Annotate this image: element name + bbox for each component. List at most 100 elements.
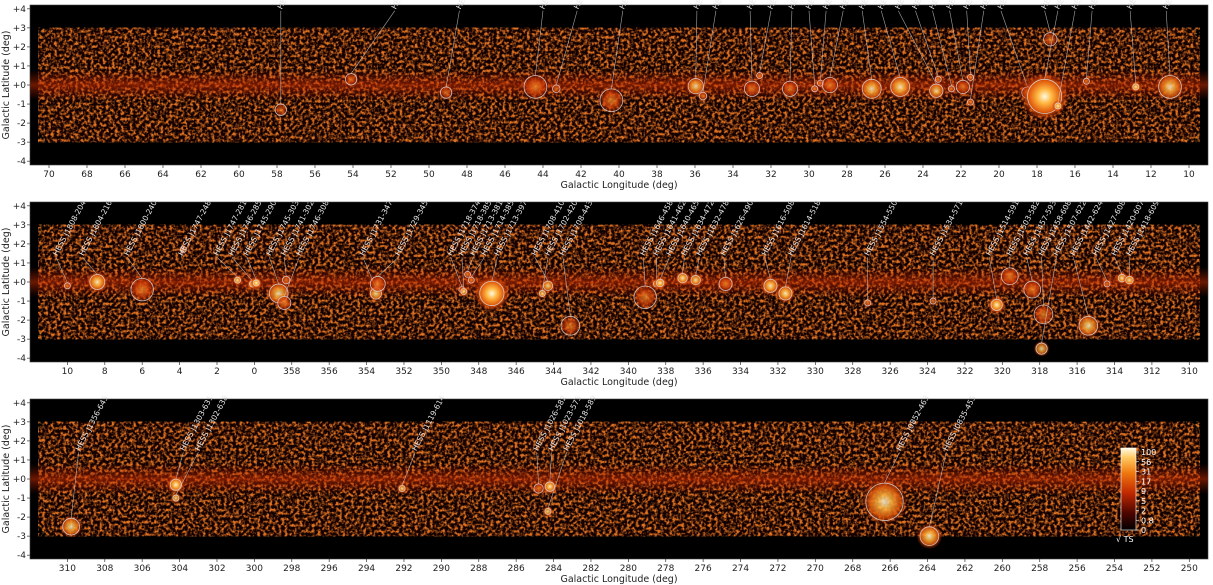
y-tick-label: -1 bbox=[17, 494, 26, 504]
x-tick-label: 312 bbox=[1143, 367, 1160, 377]
source-emission bbox=[128, 276, 156, 304]
x-tick-label: 288 bbox=[470, 564, 487, 574]
source-label-line bbox=[1026, 257, 1033, 282]
survey-map bbox=[30, 421, 1208, 550]
y-tick-label: +1 bbox=[13, 62, 26, 72]
x-tick-label: 40 bbox=[613, 170, 625, 180]
x-tick-label: 272 bbox=[769, 564, 786, 574]
x-tick-label: 346 bbox=[508, 367, 525, 377]
source-label-line bbox=[611, 10, 624, 89]
source-emission bbox=[861, 478, 908, 525]
source-label-line bbox=[880, 10, 901, 78]
x-tick-label: 356 bbox=[321, 367, 338, 377]
y-tick-label: -1 bbox=[17, 297, 26, 307]
source-label-line bbox=[764, 257, 771, 280]
source-extent-circle[interactable] bbox=[919, 526, 940, 546]
source-label-line bbox=[350, 10, 396, 74]
colorbar-tick-label: 9 bbox=[1141, 487, 1146, 496]
x-tick-label: 62 bbox=[195, 170, 206, 180]
source-label-line bbox=[915, 10, 939, 77]
source-emission bbox=[965, 72, 976, 83]
source-label-line bbox=[723, 257, 726, 278]
colorbar-tick-label: 2 bbox=[1141, 507, 1146, 516]
source-emission bbox=[273, 102, 288, 117]
source-label-line bbox=[1129, 10, 1137, 84]
source-label-line bbox=[789, 10, 793, 82]
source-emission bbox=[965, 96, 976, 108]
y-tick-label: +0 bbox=[13, 475, 27, 485]
source-label-line bbox=[808, 10, 815, 86]
source-emission bbox=[62, 280, 73, 291]
x-tick-label: 264 bbox=[919, 564, 936, 574]
x-tick-label: 284 bbox=[545, 564, 562, 574]
source-emission bbox=[675, 270, 691, 286]
source-emission bbox=[458, 286, 470, 297]
source-label-line bbox=[1095, 257, 1108, 282]
x-tick-label: 48 bbox=[461, 170, 473, 180]
y-tick-label: +2 bbox=[13, 240, 26, 250]
y-tick-label: -4 bbox=[17, 551, 26, 561]
x-tick-label: 336 bbox=[695, 367, 712, 377]
y-tick-label: +4 bbox=[13, 399, 27, 409]
source-label-line bbox=[181, 246, 184, 258]
source-label-line bbox=[820, 10, 827, 81]
colorbar-tick-label: 17 bbox=[1141, 477, 1151, 486]
x-tick-label: 322 bbox=[956, 367, 973, 377]
x-tick-label: 256 bbox=[1069, 564, 1086, 574]
source-label-line bbox=[785, 257, 792, 287]
x-tick-label: 308 bbox=[96, 564, 113, 574]
x-tick-label: 56 bbox=[309, 170, 321, 180]
source-emission bbox=[631, 284, 659, 311]
x-tick-label: 32 bbox=[765, 170, 776, 180]
source-extent-circle[interactable] bbox=[687, 78, 704, 95]
x-tick-label: 36 bbox=[689, 170, 701, 180]
source-label-line bbox=[1073, 257, 1089, 317]
colorbar-tick-label: 56 bbox=[1141, 458, 1151, 467]
x-tick-label: 64 bbox=[157, 170, 169, 180]
source-label-line bbox=[534, 257, 549, 282]
x-tick-label: 28 bbox=[841, 170, 853, 180]
source-extent-circle[interactable] bbox=[677, 273, 688, 284]
source-label-line bbox=[1044, 10, 1059, 80]
y-tick-label: +2 bbox=[13, 43, 26, 53]
source-extent-circle[interactable] bbox=[130, 277, 154, 302]
x-tick-label: 278 bbox=[657, 564, 674, 574]
source-emission bbox=[780, 79, 800, 99]
source-emission bbox=[1130, 81, 1142, 93]
source-emission bbox=[59, 515, 83, 538]
source-label-line bbox=[1041, 257, 1044, 306]
y-tick-label: -2 bbox=[17, 513, 26, 523]
x-tick-label: 298 bbox=[283, 564, 300, 574]
source-label-line bbox=[467, 257, 474, 272]
source-emission bbox=[474, 275, 510, 312]
source-emission bbox=[1052, 100, 1064, 112]
colorbar-tick-label: 0.8 bbox=[1141, 516, 1154, 525]
source-emission bbox=[521, 73, 550, 101]
source-emission bbox=[275, 294, 294, 312]
x-tick-label: 334 bbox=[732, 367, 749, 377]
x-tick-label: 6 bbox=[139, 367, 145, 377]
source-emission bbox=[368, 274, 388, 294]
source-extent-circle[interactable] bbox=[252, 279, 260, 287]
source-label-line bbox=[231, 257, 253, 282]
survey-map bbox=[30, 10, 1208, 143]
x-tick-label: 330 bbox=[807, 367, 824, 377]
source-extent-circle[interactable] bbox=[690, 275, 701, 286]
x-tick-label: 250 bbox=[1181, 564, 1198, 574]
x-tick-label: 20 bbox=[993, 170, 1005, 180]
x-tick-label: 18 bbox=[1031, 170, 1043, 180]
source-label-line bbox=[542, 257, 549, 291]
source-emission bbox=[344, 72, 359, 87]
source-label-line bbox=[70, 452, 79, 519]
source-label-line bbox=[562, 257, 571, 317]
source-extent-circle[interactable] bbox=[439, 86, 453, 99]
x-tick-label: 358 bbox=[283, 367, 300, 377]
source-emission bbox=[542, 506, 554, 517]
galactic-plane-emission bbox=[30, 463, 1208, 495]
source-extent-circle[interactable] bbox=[277, 296, 292, 310]
source-emission bbox=[396, 483, 408, 494]
y-tick-label: +2 bbox=[13, 437, 26, 447]
source-label-line bbox=[535, 10, 544, 76]
